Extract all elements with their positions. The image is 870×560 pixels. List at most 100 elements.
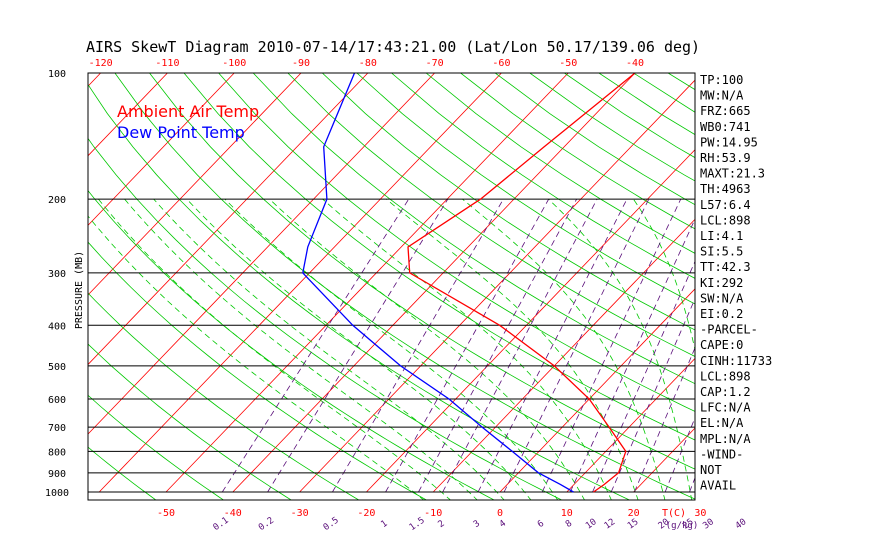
dry-adiabat-line <box>287 73 695 357</box>
mixing-ratio-line <box>221 198 410 493</box>
isotherm-line <box>299 79 695 493</box>
top-temp-tick-label: -40 <box>626 58 644 69</box>
index-item: LFC:N/A <box>700 401 751 415</box>
mixing-ratio-line <box>332 198 504 493</box>
dew-point-temp-line <box>302 73 574 493</box>
mixing-ratio-tick-label: 0.5 <box>322 516 341 534</box>
moist-adiabat-line <box>386 198 639 500</box>
moist-adiabat-line <box>88 215 425 500</box>
isotherm-line <box>366 149 695 493</box>
top-temp-axis: -120 -110 -100 -90 -80 -70 -60 -50 -40 <box>89 58 644 69</box>
mixing-ratio-tick-label: 15 <box>626 517 641 531</box>
index-item: SI:5.5 <box>700 245 743 259</box>
bottom-temp-tick-label: -50 <box>157 508 175 519</box>
dry-adiabat-line <box>88 137 563 500</box>
y-axis-label: PRESSURE (MB) <box>74 251 85 329</box>
index-item: MW:N/A <box>700 89 744 103</box>
top-temp-tick-label: -70 <box>426 58 444 69</box>
mixing-ratio-line <box>418 198 577 493</box>
dry-adiabat-line <box>88 83 631 500</box>
bottom-temp-tick-label: 0 <box>497 508 503 519</box>
isotherm-line <box>834 73 870 492</box>
moist-adiabat-line <box>269 198 585 500</box>
bottom-temp-axis: -50 -40 -30 -20 -10 0 10 20 30 T(C) <box>157 508 706 519</box>
mixing-ratio-tick-label: 1 <box>379 519 389 530</box>
isotherm-line <box>0 73 34 492</box>
dry-adiabat-line <box>425 73 695 254</box>
index-item: -PARCEL- <box>700 323 758 337</box>
mixing-ratio-line <box>592 260 695 493</box>
mixing-ratio-line <box>664 416 695 493</box>
index-item: EI:0.2 <box>700 307 743 321</box>
mixing-ratio-axis: 0.1 0.2 0.5 1 1.5 2 3 4 6 8 10 12 15 20 25 30 40(g/kg) <box>212 516 749 534</box>
mixing-ratio-tick-label: 3 <box>472 519 482 530</box>
dry-adiabat-line <box>114 73 695 500</box>
isotherm-line <box>767 73 870 492</box>
pressure-tick-label: 500 <box>48 362 66 373</box>
mixing-ratio-line <box>569 218 695 493</box>
isotherm-line <box>165 73 569 493</box>
pressure-tick-label: 600 <box>48 395 66 406</box>
index-item: RH:53.9 <box>700 151 751 165</box>
isotherm-line <box>432 218 695 493</box>
mixing-ratio-line <box>442 198 598 493</box>
isotherm-line <box>88 73 168 157</box>
index-item: KI:292 <box>700 276 743 290</box>
mixing-ratio-tick-label: 6 <box>536 519 546 530</box>
index-item: MPL:N/A <box>700 432 751 446</box>
sounding-traces <box>302 73 636 493</box>
isotherm-line <box>566 357 695 493</box>
index-item: WB0:741 <box>700 120 751 134</box>
index-item: CINH:11733 <box>700 354 772 368</box>
mixing-ratio-tick-label: 4 <box>498 519 508 530</box>
moist-adiabat-line <box>98 198 451 500</box>
top-temp-tick-label: -90 <box>292 58 310 69</box>
pressure-axis: 100 200 300 400 500 600 700 800 900 1000 <box>45 69 69 499</box>
bottom-temp-tick-label: 10 <box>561 508 573 519</box>
moist-adiabat-line <box>124 198 478 500</box>
bottom-temp-tick-label: -10 <box>424 508 442 519</box>
index-item: TP:100 <box>700 73 743 87</box>
index-item: FRZ:665 <box>700 104 751 118</box>
mixing-ratio-line <box>541 198 682 493</box>
dry-adiabat-line <box>322 73 695 331</box>
mixing-ratio-tick-label: 10 <box>584 517 599 531</box>
mixing-ratio-line <box>634 346 695 493</box>
chart-title: AIRS SkewT Diagram 2010-07-14/17:43:21.0… <box>86 38 700 56</box>
dry-adiabat-line <box>88 292 360 500</box>
mixing-ratio-tick-label: 2 <box>436 519 446 530</box>
index-item: -WIND- <box>700 447 743 461</box>
dry-adiabat-line <box>88 343 292 500</box>
pressure-tick-label: 200 <box>48 195 66 206</box>
moist-adiabat-line <box>186 198 532 500</box>
isotherm-line <box>88 73 369 366</box>
top-temp-tick-label: -100 <box>222 58 246 69</box>
pressure-tick-label: 100 <box>48 69 66 80</box>
dry-adiabat-line <box>391 73 695 279</box>
pressure-tick-label: 300 <box>48 269 66 280</box>
isotherm-line <box>232 73 636 493</box>
index-item: L57:6.4 <box>700 198 751 212</box>
mixing-ratio-line <box>742 199 846 492</box>
plot-frame <box>87 72 696 501</box>
dry-adiabat-line <box>252 73 695 385</box>
mixing-ratio-tick-label: 0.2 <box>257 516 276 534</box>
mixing-ratio-unit-label: (g/kg) <box>666 521 699 531</box>
top-temp-tick-label: -60 <box>492 58 510 69</box>
mixing-ratio-line <box>503 198 650 493</box>
bottom-temp-tick-label: -20 <box>357 508 375 519</box>
moist-adiabat-line <box>153 198 505 500</box>
mixing-ratio-tick-label: 12 <box>603 517 618 531</box>
index-item: EL:N/A <box>700 416 744 430</box>
isotherm-line <box>499 288 695 493</box>
bottom-temp-tick-label: -40 <box>224 508 242 519</box>
mixing-ratio-line <box>267 198 449 493</box>
dry-adiabat-line <box>356 73 695 305</box>
bottom-temp-tick-label: -30 <box>291 508 309 519</box>
index-item: CAP:1.2 <box>700 385 751 399</box>
index-item: PW:14.95 <box>700 135 758 149</box>
ambient-air-temp-line <box>407 73 636 493</box>
mixing-ratio-tick-label: 30 <box>701 517 716 531</box>
